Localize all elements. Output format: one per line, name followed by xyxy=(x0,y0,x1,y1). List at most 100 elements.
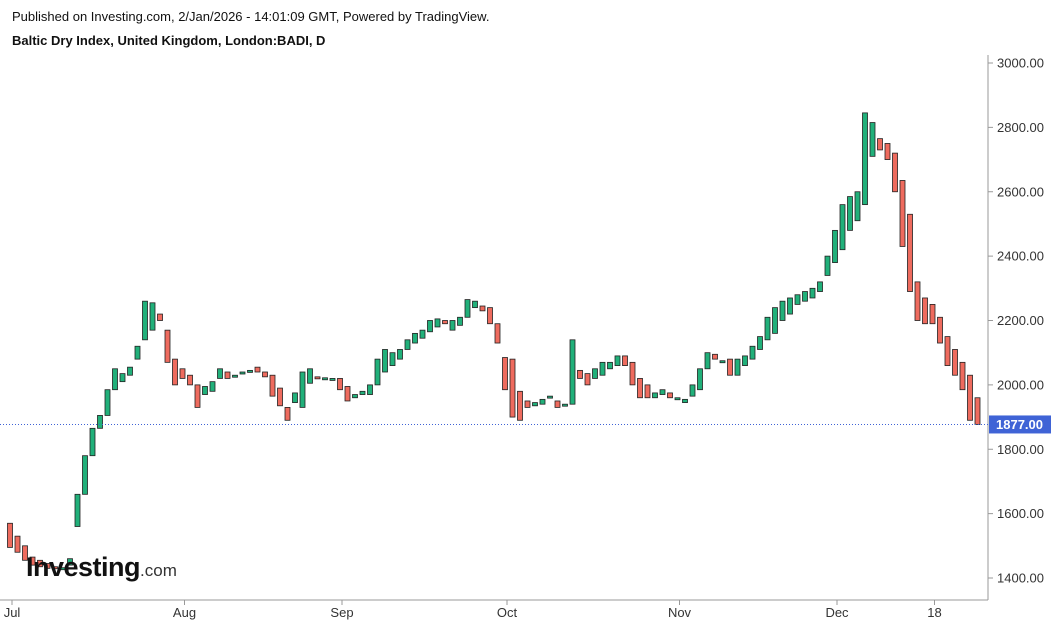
candle-up xyxy=(382,349,388,373)
candle-down xyxy=(442,320,448,325)
y-tick-label: 1600.00 xyxy=(997,506,1044,521)
candle-up xyxy=(704,352,711,370)
candle-down xyxy=(479,305,486,312)
candle-up xyxy=(239,371,246,375)
last-price-marker: 1877.00 xyxy=(0,415,1051,434)
candle-up xyxy=(134,345,141,360)
candle-up xyxy=(614,355,621,366)
y-tick-label: 2000.00 xyxy=(997,377,1044,392)
candle-down xyxy=(877,138,883,151)
candle-up xyxy=(847,196,853,231)
candle-down xyxy=(554,400,561,408)
axes: 3000.00 2800.00 2600.00 2400.00 2200.00 2000.… xyxy=(0,55,1044,620)
candle-up xyxy=(719,360,726,364)
candle-up xyxy=(697,368,703,391)
candle-down xyxy=(884,143,891,160)
candle-up xyxy=(464,299,471,318)
candle-up xyxy=(404,339,411,350)
candle-down xyxy=(667,392,673,399)
candle-up xyxy=(682,398,688,403)
candle-up xyxy=(779,300,786,321)
candle-up xyxy=(397,349,403,360)
candle-up xyxy=(532,402,538,407)
candle-up xyxy=(292,392,298,403)
candle-up xyxy=(307,368,313,384)
candle-up xyxy=(817,281,823,292)
candle-down xyxy=(164,329,171,363)
candle-down xyxy=(922,297,928,325)
y-tick-label: 1400.00 xyxy=(997,571,1044,586)
y-tick-label: 2800.00 xyxy=(997,120,1044,135)
candle-up xyxy=(329,378,336,381)
candle-up xyxy=(457,316,463,326)
candle-down xyxy=(157,313,163,321)
candle-down xyxy=(44,563,51,569)
candle-down xyxy=(277,387,283,407)
candle-up xyxy=(689,384,696,397)
candle-up xyxy=(869,122,876,157)
candles xyxy=(7,112,981,571)
candle-up xyxy=(209,381,216,392)
candle-up xyxy=(359,390,366,395)
candle-down xyxy=(487,307,493,325)
candle-up xyxy=(764,316,771,341)
x-tick-label: Dec xyxy=(825,605,849,620)
candle-up xyxy=(659,389,666,395)
candle-up xyxy=(434,318,441,328)
y-tick-label: 3000.00 xyxy=(997,56,1044,71)
candle-up xyxy=(787,297,793,315)
candle-up xyxy=(824,255,831,276)
candle-up xyxy=(127,366,133,376)
candle-up xyxy=(839,204,846,251)
candle-down xyxy=(254,366,261,373)
candle-down xyxy=(29,556,36,566)
candle-down xyxy=(727,358,733,376)
candle-up xyxy=(862,112,868,206)
candle-down xyxy=(337,378,343,391)
y-tick-label: 2600.00 xyxy=(997,184,1044,199)
candle-down xyxy=(629,361,636,386)
candle-up xyxy=(82,455,88,495)
candle-up xyxy=(247,369,253,373)
candle-down xyxy=(644,384,651,399)
candle-up xyxy=(749,345,756,360)
investing-logo: Investing.com xyxy=(26,552,177,583)
candle-down xyxy=(952,349,958,376)
candle-down xyxy=(269,374,276,397)
logo-brand: Investing xyxy=(26,552,141,582)
x-tick-label: Jul xyxy=(4,605,21,620)
candle-up xyxy=(427,320,433,333)
candle-up xyxy=(119,373,126,383)
candle-up xyxy=(757,336,763,350)
logo-suffix: .com xyxy=(140,561,177,580)
candle-down xyxy=(509,358,516,418)
candle-up xyxy=(67,558,73,566)
x-tick-label: Sep xyxy=(330,605,353,620)
candle-up xyxy=(449,320,456,331)
candle-up xyxy=(772,307,778,334)
y-tick-label: 2400.00 xyxy=(997,249,1044,264)
candle-up xyxy=(412,332,418,344)
candle-up xyxy=(59,567,66,571)
candle-down xyxy=(899,180,906,247)
candle-up xyxy=(149,302,156,331)
candle-up xyxy=(97,415,103,429)
candle-up xyxy=(74,493,81,527)
candle-up xyxy=(569,339,576,405)
candle-down xyxy=(179,368,186,379)
candle-up xyxy=(352,394,358,399)
candle-down xyxy=(52,566,58,570)
candle-down xyxy=(914,281,921,321)
published-note: Published on Investing.com, 2/Jan/2026 -… xyxy=(12,9,490,24)
candle-up xyxy=(112,368,118,391)
candle-down xyxy=(967,374,973,421)
candle-down xyxy=(637,378,643,399)
y-tick-label: 1800.00 xyxy=(997,442,1044,457)
candle-up xyxy=(104,389,111,416)
candle-up xyxy=(322,377,328,381)
x-tick-label: 18 xyxy=(927,605,941,620)
candle-down xyxy=(907,213,913,292)
last-price-badge xyxy=(989,415,1051,434)
candle-up xyxy=(599,361,606,376)
